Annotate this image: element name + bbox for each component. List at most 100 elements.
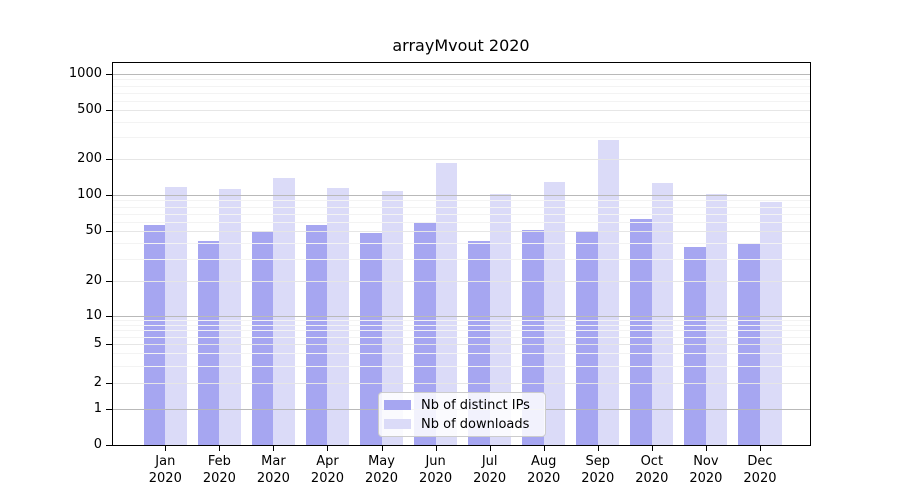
gridline-10 xyxy=(113,316,810,317)
bar-ips-jun xyxy=(414,221,436,445)
x-tick-label-aug: Aug 2020 xyxy=(527,454,561,486)
gridline-6-minor xyxy=(113,336,810,338)
legend-swatch-downloads xyxy=(384,419,411,429)
bar-ips-mar xyxy=(251,231,274,445)
x-tick-jan xyxy=(165,446,167,451)
bar-downloads-dec xyxy=(759,202,782,445)
bar-ips-apr xyxy=(305,225,328,445)
gridline-900-minor xyxy=(113,79,810,81)
gridline-5 xyxy=(113,344,810,345)
bar-ips-nov xyxy=(684,247,706,445)
gridline-70-minor xyxy=(113,213,810,215)
gridline-2 xyxy=(113,383,810,384)
gridline-30-minor xyxy=(113,258,810,260)
y-tick-label-20: 20 xyxy=(85,273,102,288)
y-tick-200 xyxy=(106,159,112,160)
x-tick-label-mar: Mar 2020 xyxy=(256,454,290,486)
gridline-7-minor xyxy=(113,330,810,332)
x-tick-label-oct: Oct 2020 xyxy=(635,454,669,486)
gridline-40-minor xyxy=(113,243,810,245)
x-tick-label-dec: Dec 2020 xyxy=(743,454,777,486)
y-tick-50 xyxy=(106,231,112,232)
y-tick-1 xyxy=(106,409,112,410)
bar-downloads-sep xyxy=(597,140,620,445)
x-tick-dec xyxy=(759,446,761,451)
x-tick-label-nov: Nov 2020 xyxy=(689,454,723,486)
bar-downloads-mar xyxy=(273,177,295,445)
spine-left xyxy=(112,62,113,446)
gridline-60-minor xyxy=(113,221,810,223)
gridline-300-minor xyxy=(113,137,810,139)
x-tick-label-feb: Feb 2020 xyxy=(202,454,236,486)
y-tick-100 xyxy=(106,195,112,196)
bar-ips-jan xyxy=(143,225,166,445)
y-tick-20 xyxy=(106,281,112,282)
spine-bottom xyxy=(112,445,811,446)
spine-top xyxy=(112,62,811,63)
bar-ips-feb xyxy=(197,240,220,445)
bar-downloads-jul xyxy=(489,193,512,445)
x-tick-label-sep: Sep 2020 xyxy=(581,454,615,486)
bar-ips-may xyxy=(359,233,382,445)
bar-downloads-feb xyxy=(219,189,241,445)
x-tick-aug xyxy=(543,446,545,451)
gridline-20 xyxy=(113,281,810,282)
x-tick-jun xyxy=(435,446,437,451)
y-tick-2 xyxy=(106,383,112,384)
bar-downloads-may xyxy=(381,190,404,445)
bar-downloads-jun xyxy=(435,162,458,445)
gridline-600-minor xyxy=(113,100,810,102)
x-tick-label-jul: Jul 2020 xyxy=(473,454,507,486)
y-tick-label-1: 1 xyxy=(93,401,102,416)
legend: Nb of distinct IPs Nb of downloads xyxy=(378,392,546,437)
y-tick-label-1000: 1000 xyxy=(68,66,102,81)
chart-title: arrayMvout 2020 xyxy=(392,36,530,55)
x-tick-label-jan: Jan 2020 xyxy=(148,454,182,486)
spine-right xyxy=(810,62,811,446)
x-tick-label-jun: Jun 2020 xyxy=(419,454,453,486)
bar-ips-sep xyxy=(576,232,598,445)
x-tick-jul xyxy=(489,446,491,451)
gridline-50 xyxy=(113,231,810,232)
bar-downloads-aug xyxy=(543,181,566,445)
x-tick-feb xyxy=(219,446,221,451)
y-tick-label-10: 10 xyxy=(85,308,102,323)
gridline-700-minor xyxy=(113,92,810,94)
gridline-9-minor xyxy=(113,320,810,322)
x-tick-label-may: May 2020 xyxy=(364,454,399,486)
x-tick-sep xyxy=(597,446,599,451)
x-tick-nov xyxy=(705,446,707,451)
y-tick-label-200: 200 xyxy=(77,151,102,166)
gridline-3-minor xyxy=(113,365,810,367)
y-tick-label-5: 5 xyxy=(93,336,102,351)
bar-downloads-jan xyxy=(165,186,187,445)
legend-label-distinct-ips: Nb of distinct IPs xyxy=(421,397,530,413)
gridline-500 xyxy=(113,110,810,111)
legend-item-downloads: Nb of downloads xyxy=(384,417,540,432)
bar-ips-oct xyxy=(630,218,652,445)
x-tick-apr xyxy=(327,446,329,451)
y-tick-0 xyxy=(106,445,112,446)
legend-swatch-ips xyxy=(384,400,411,410)
bar-downloads-nov xyxy=(705,193,728,445)
y-tick-label-500: 500 xyxy=(77,102,102,117)
y-tick-label-2: 2 xyxy=(93,375,102,390)
x-tick-may xyxy=(381,446,383,451)
legend-label-downloads: Nb of downloads xyxy=(421,416,530,432)
gridline-8-minor xyxy=(113,325,810,326)
x-tick-label-apr: Apr 2020 xyxy=(310,454,345,486)
gridline-800-minor xyxy=(113,85,810,87)
y-tick-label-50: 50 xyxy=(85,223,102,238)
y-tick-10 xyxy=(106,316,112,317)
gridline-4-minor xyxy=(113,353,810,355)
x-tick-oct xyxy=(651,446,653,451)
y-tick-500 xyxy=(106,110,112,111)
gridline-90-minor xyxy=(113,200,810,202)
gridline-80-minor xyxy=(113,206,810,208)
gridline-400-minor xyxy=(113,121,810,123)
y-tick-label-0: 0 xyxy=(93,437,102,452)
legend-item-distinct-ips: Nb of distinct IPs xyxy=(384,398,540,413)
y-tick-5 xyxy=(106,344,112,345)
y-tick-label-100: 100 xyxy=(77,187,102,202)
